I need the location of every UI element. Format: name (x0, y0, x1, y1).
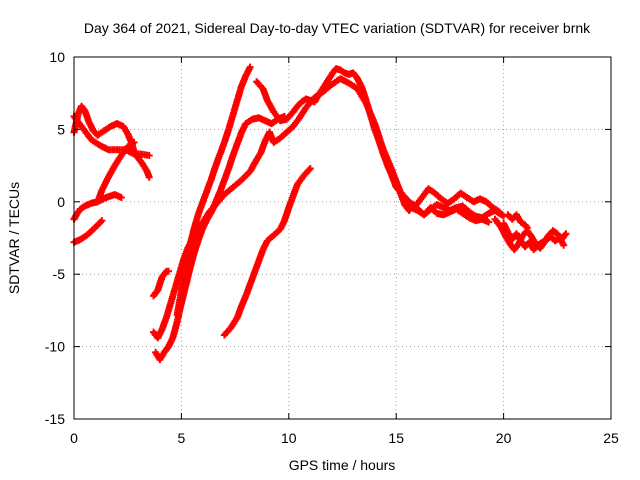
data-series (220, 165, 314, 339)
data-point-marks (173, 63, 254, 319)
y-tick-label: -5 (53, 266, 66, 282)
x-tick-label: 5 (178, 430, 186, 446)
data-point-marks (150, 267, 172, 300)
plot-frame (73, 56, 612, 420)
x-tick-label: 25 (603, 430, 619, 446)
data-series (150, 267, 172, 300)
y-tick-label: 5 (57, 121, 65, 137)
data-series (173, 63, 254, 319)
plot-area (70, 63, 570, 364)
data-point-marks (220, 165, 314, 339)
y-tick-label: -15 (45, 411, 65, 427)
y-axis-label: SDTVAR / TECUs (6, 182, 22, 294)
data-point-marks (504, 211, 531, 232)
x-tick-label: 15 (388, 430, 404, 446)
data-series (134, 154, 153, 181)
data-point-marks (94, 138, 138, 206)
data-series (392, 178, 493, 226)
axis-ticks: 0 5 10 15 20 25 -15 -10 -5 0 5 10 (45, 49, 619, 446)
y-tick-label: 10 (49, 49, 65, 65)
x-tick-label: 20 (496, 430, 512, 446)
chart-title: Day 364 of 2021, Sidereal Day-to-day VTE… (84, 20, 591, 36)
y-tick-label: 0 (57, 194, 65, 210)
data-series (504, 211, 531, 232)
data-point-marks (392, 178, 493, 226)
data-point-marks (491, 215, 570, 254)
data-series (94, 138, 138, 206)
x-axis-label: GPS time / hours (289, 457, 396, 473)
y-tick-label: -10 (45, 339, 65, 355)
x-tick-label: 0 (70, 430, 78, 446)
data-series (491, 215, 570, 254)
x-tick-label: 10 (281, 430, 297, 446)
data-point-marks (134, 154, 153, 181)
